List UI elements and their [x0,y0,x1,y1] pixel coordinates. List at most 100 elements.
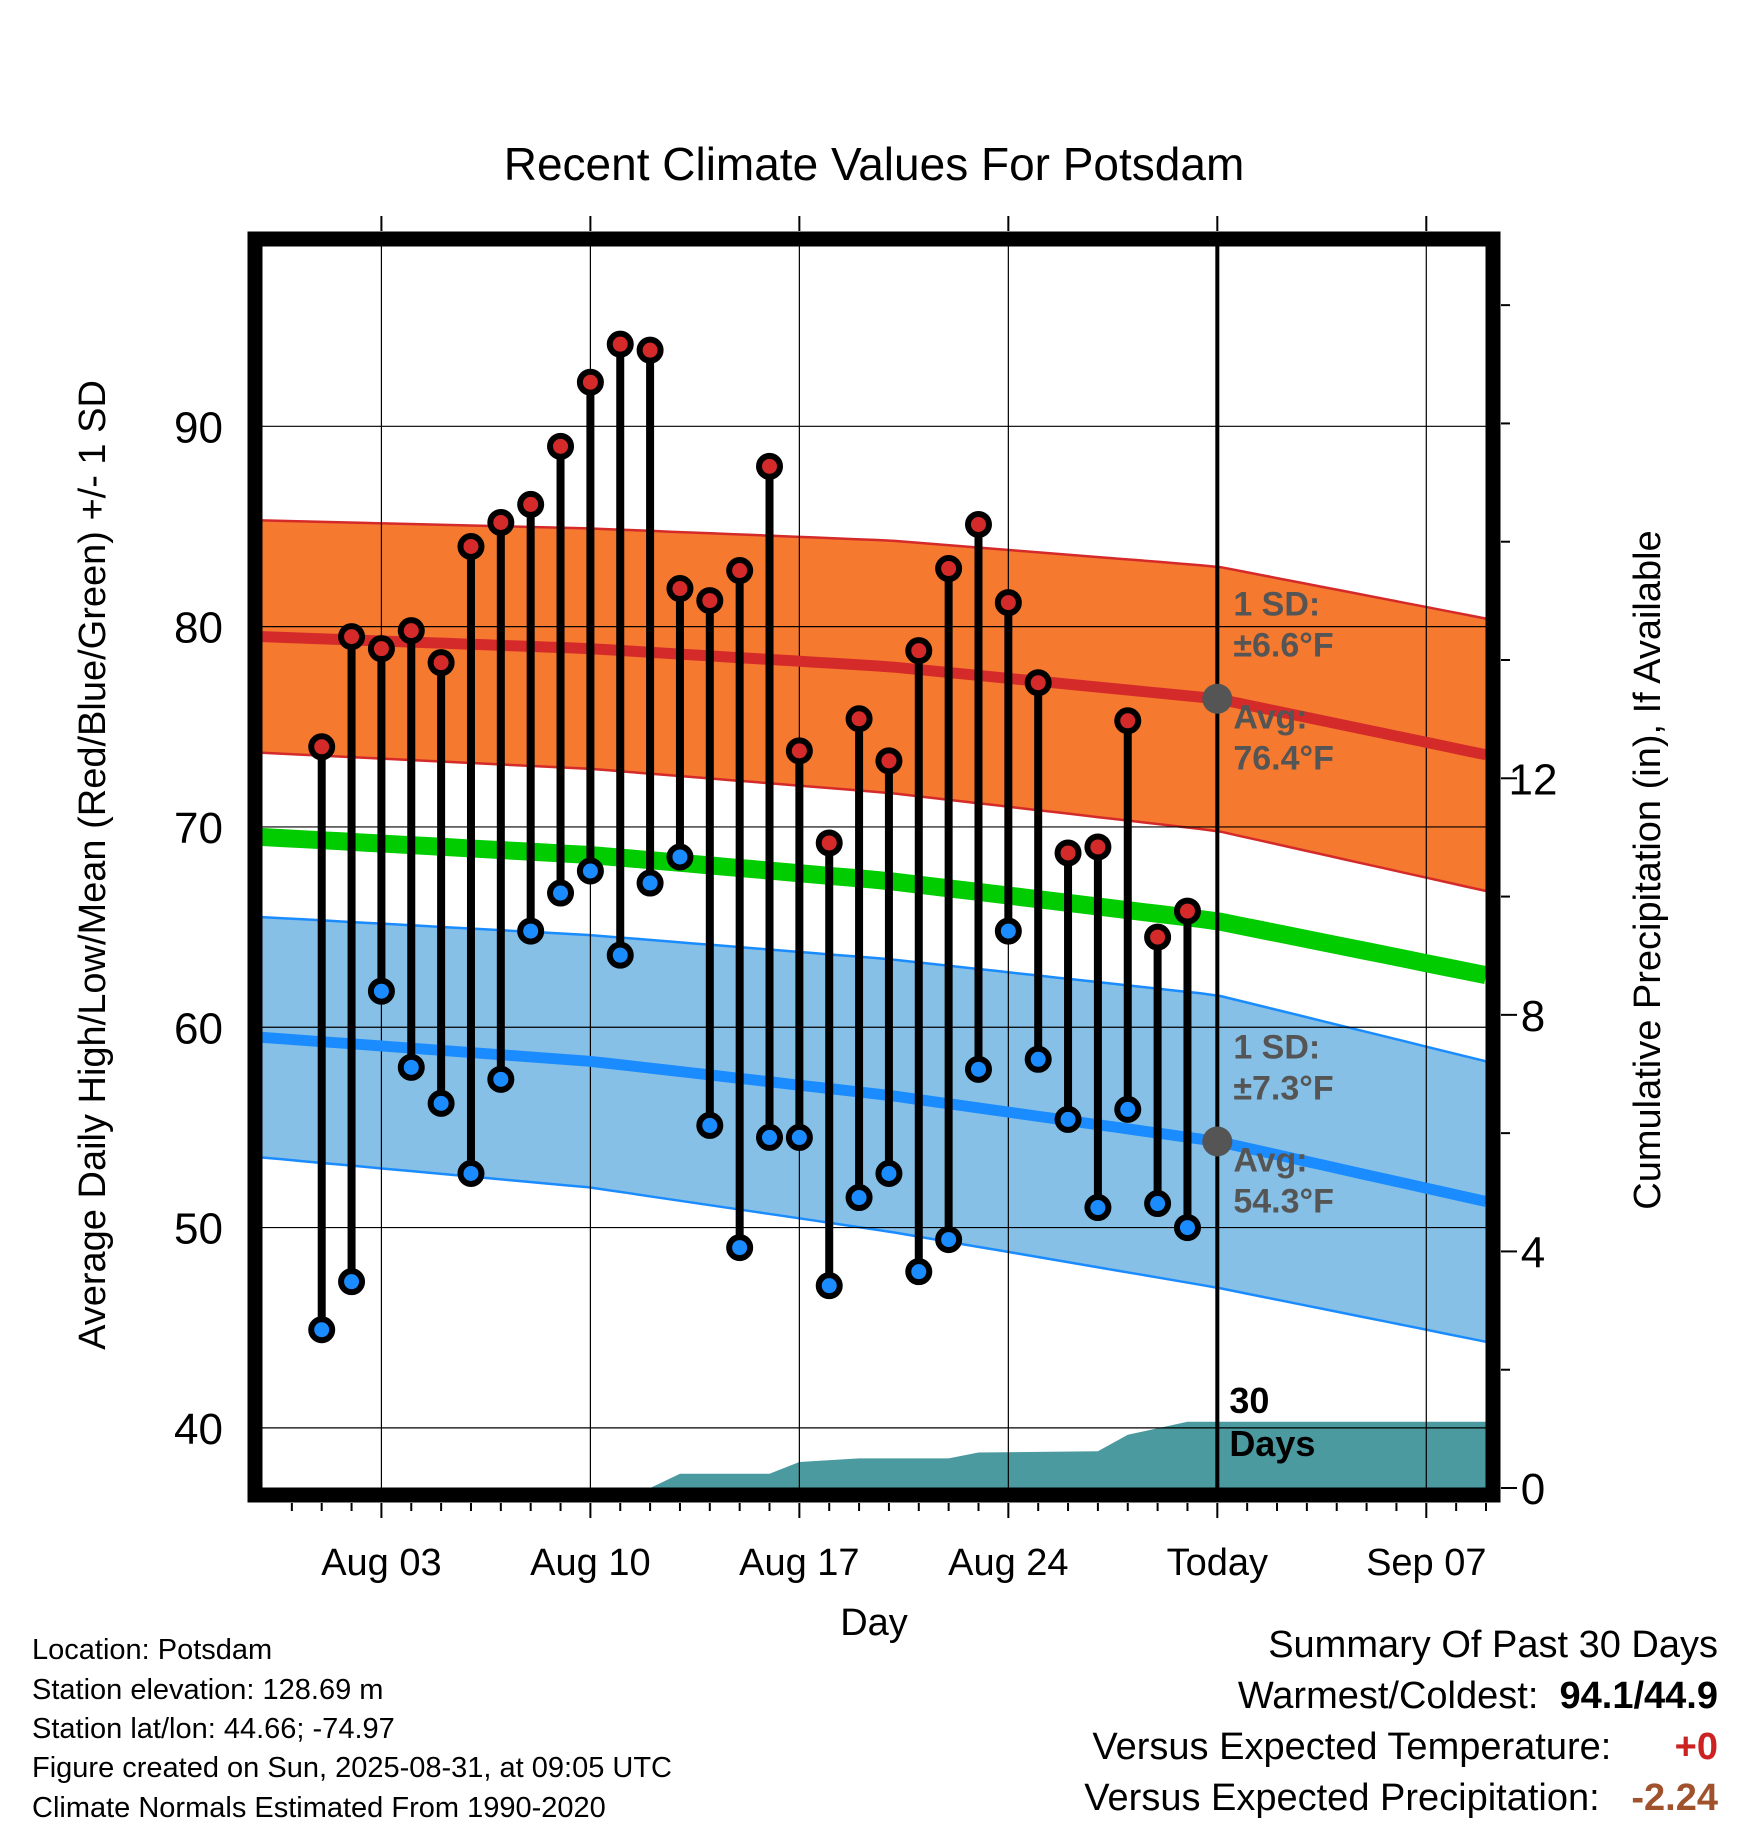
y-tick-label: 50 [174,1205,223,1254]
x-tick-label: Aug 03 [321,1542,441,1584]
mean-normal-line [262,828,1486,985]
x-tick-label: Aug 10 [530,1542,650,1584]
daily-high-point [308,733,336,761]
daily-high-point [1114,707,1142,735]
daily-high-point [875,747,903,775]
daily-low-point [994,917,1022,945]
info-latlon: Station lat/lon: 44.66; -74.97 [32,1713,395,1745]
info-elevation: Station elevation: 128.69 m [32,1674,384,1706]
daily-high-point [427,649,455,677]
daily-low-point [517,917,545,945]
daily-high-point [935,555,963,583]
high-sd-upper-line [261,519,1487,620]
y-axis-label: Average Daily High/Low/Mean (Red/Blue/Gr… [72,380,114,1350]
daily-low-point [905,1258,933,1286]
x-tick-label: Sep 07 [1366,1542,1486,1584]
high-avg-annotation: Avg: [1233,699,1307,737]
high-sd-lower-line [261,751,1487,893]
daily-high-point [1024,669,1052,697]
warm-cold-value: 94.1/44.9 [1559,1675,1718,1717]
y2-axis-label: Cumulative Precipitation (in), If Availa… [1627,530,1669,1209]
daily-high-point [905,637,933,665]
precip-days-number: 30 [1229,1380,1269,1421]
y2-tick-label: 4 [1521,1228,1545,1277]
daily-high-point [636,336,664,364]
daily-low-point [696,1111,724,1139]
daily-high-point [815,829,843,857]
daily-high-point [1054,839,1082,867]
precip-label: Versus Expected Precipitation: [1084,1777,1600,1819]
daily-high-point [606,330,634,358]
daily-high-point [845,705,873,733]
y-tick-label: 90 [174,403,223,452]
daily-low-point [636,869,664,897]
info-normals: Climate Normals Estimated From 1990-2020 [32,1792,606,1824]
precip-days-word: Days [1229,1423,1315,1464]
daily-high-point [367,635,395,663]
daily-high-point [756,452,784,480]
daily-low-point [1144,1190,1172,1218]
info-created: Figure created on Sun, 2025-08-31, at 09… [32,1752,672,1784]
daily-low-point [964,1055,992,1083]
daily-high-point [1084,833,1112,861]
y-tick-label: 70 [174,804,223,853]
daily-high-point [338,623,366,651]
daily-low-point [487,1065,515,1093]
precip-value: -2.24 [1631,1777,1718,1819]
plot-frame [247,231,1501,1503]
daily-low-point [845,1184,873,1212]
daily-high-point [696,587,724,615]
daily-low-point [367,977,395,1005]
daily-low-point [427,1089,455,1117]
daily-high-point [666,575,694,603]
info-location: Location: Potsdam [32,1634,273,1666]
daily-low-point [785,1123,813,1151]
daily-high-point [547,432,575,460]
daily-low-point [1024,1045,1052,1073]
daily-high-point [457,532,485,560]
daily-low-point [1084,1194,1112,1222]
daily-high-point [1173,897,1201,925]
summary-temperature: Versus Expected Temperature: +0 [1092,1728,1718,1766]
x-axis-label: Day [840,1602,908,1644]
daily-low-point [666,843,694,871]
daily-high-point [1144,923,1172,951]
summary-warm-cold: Warmest/Coldest: 94.1/44.9 [1238,1677,1718,1715]
daily-low-point [308,1316,336,1344]
daily-low-point [606,941,634,969]
temp-label: Versus Expected Temperature: [1092,1726,1612,1768]
daily-high-point [576,368,604,396]
daily-high-point [964,510,992,538]
daily-low-point [457,1159,485,1187]
daily-low-point [726,1234,754,1262]
y-tick-label: 40 [174,1405,223,1454]
daily-low-point [1114,1095,1142,1123]
x-tick-label: Aug 17 [739,1542,859,1584]
low-sd-upper-line [261,915,1487,1063]
daily-low-point [576,857,604,885]
warm-cold-label: Warmest/Coldest: [1237,1675,1539,1717]
high-sd-value: ±6.6°F [1233,627,1333,665]
x-tick-label: Aug 24 [948,1542,1068,1584]
low-normal-line [262,1031,1486,1207]
y-tick-label: 60 [174,1004,223,1053]
today-low-avg-marker [1202,1126,1233,1157]
daily-low-point [338,1268,366,1296]
summary-title: Summary Of Past 30 Days [1268,1624,1718,1666]
y2-tick-label: 12 [1509,755,1558,804]
daily-low-point [547,879,575,907]
low-sd-value: ±7.3°F [1233,1069,1333,1107]
high-avg-value: 76.4°F [1233,740,1334,778]
daily-high-point [785,737,813,765]
low-avg-annotation: Avg: [1233,1141,1307,1179]
high-sd-band [262,520,1486,891]
high-sd-annotation: 1 SD: [1233,586,1320,624]
high-normal-line [262,631,1486,761]
chart-title: Recent Climate Values For Potsdam [504,138,1245,190]
daily-low-point [756,1123,784,1151]
daily-high-point [517,490,545,518]
today-high-avg-marker [1202,683,1233,714]
daily-low-point [935,1226,963,1254]
